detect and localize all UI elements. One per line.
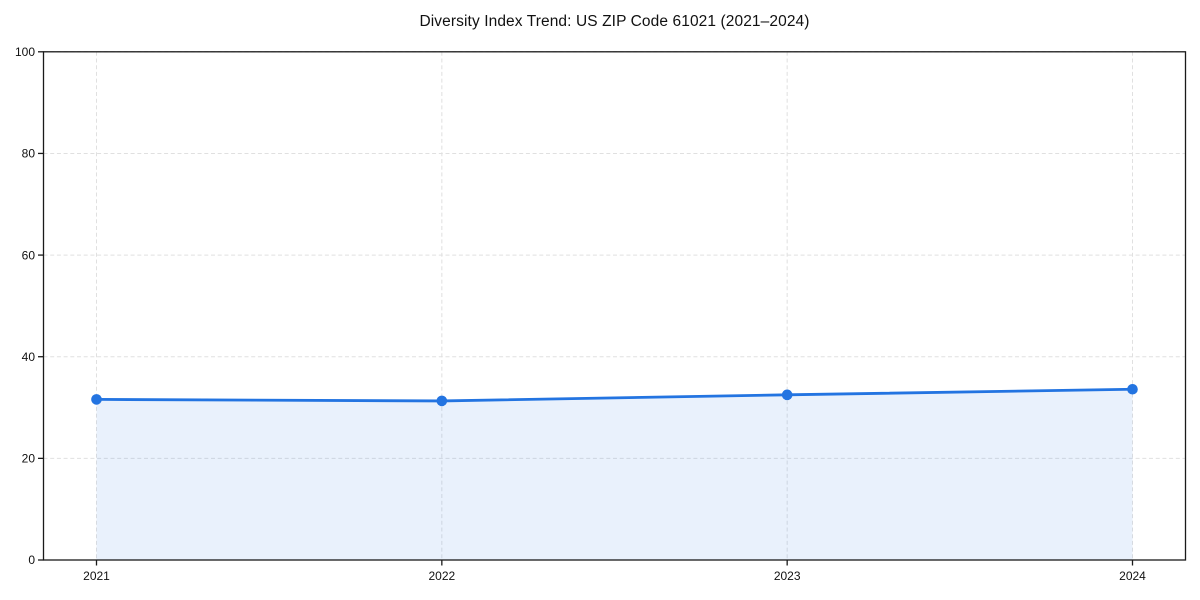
chart-title: Diversity Index Trend: US ZIP Code 61021… [419, 13, 810, 30]
data-point-2022 [436, 395, 448, 407]
x-tick-label: 2024 [1119, 569, 1146, 583]
y-tick-label: 100 [15, 45, 35, 59]
x-tick-label: 2023 [774, 569, 801, 583]
plot-frame [42, 51, 1187, 561]
y-tick-label: 80 [22, 147, 36, 161]
y-tick-label: 20 [22, 452, 36, 466]
data-point-2024 [1127, 383, 1138, 395]
data-point-2021 [91, 394, 102, 405]
area-fill [96, 389, 1133, 560]
x-tick-label: 2022 [428, 569, 455, 583]
y-tick-label: 0 [28, 553, 35, 567]
y-tick-label: 40 [22, 350, 36, 364]
y-tick-label: 60 [22, 248, 36, 262]
data-point-2023 [781, 389, 793, 401]
x-tick-label: 2021 [83, 569, 110, 583]
trend-line [95, 387, 1134, 403]
